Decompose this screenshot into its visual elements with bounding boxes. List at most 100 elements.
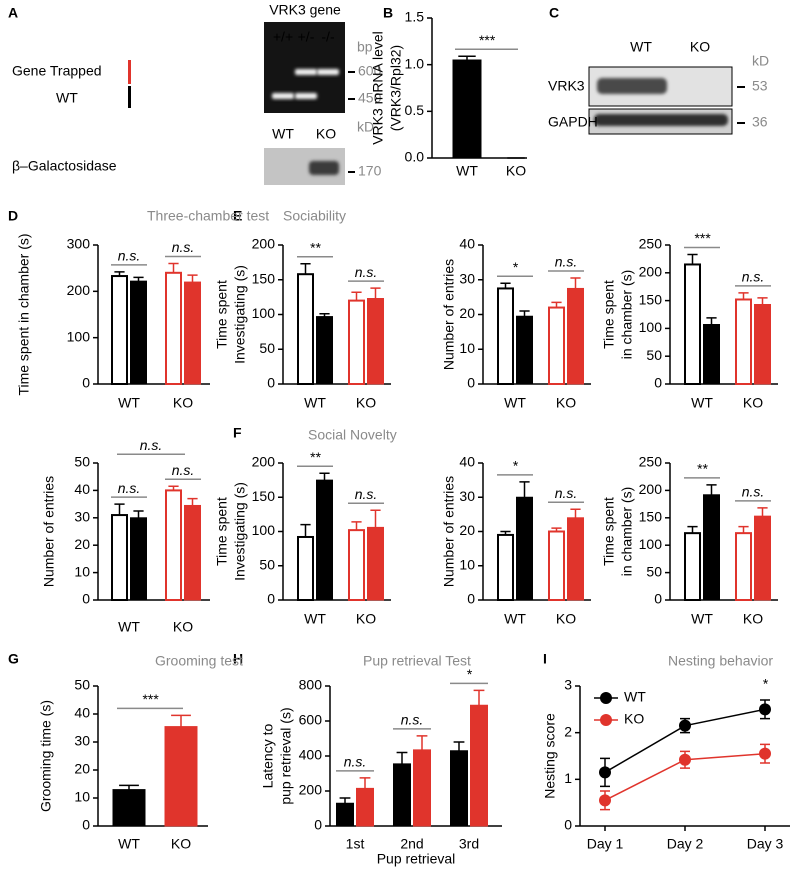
y-axis-label: VRK3 mRNA level bbox=[370, 31, 386, 145]
y-tick-label: 200 bbox=[639, 481, 663, 497]
y-axis-label: in chamber (s) bbox=[619, 270, 635, 359]
panel-title: Three-chamber test bbox=[147, 208, 269, 224]
x-tick-label: 1st bbox=[346, 836, 365, 852]
y-tick-label: 2 bbox=[564, 723, 572, 739]
y-axis-label: Grooming time (s) bbox=[38, 700, 54, 812]
significance-label: * bbox=[762, 676, 768, 692]
y-axis-label: Time spent in chamber (s) bbox=[16, 233, 32, 395]
y-axis-label: Time spent bbox=[601, 497, 617, 566]
bar bbox=[548, 530, 565, 601]
marker bbox=[679, 719, 691, 732]
bar bbox=[184, 281, 201, 385]
error-bar bbox=[300, 523, 311, 537]
x-tick-label: KO bbox=[506, 163, 526, 179]
y-tick-label: 150 bbox=[639, 291, 663, 307]
x-tick-label: WT bbox=[504, 611, 526, 627]
significance-label: n.s. bbox=[172, 239, 195, 255]
x-tick-label: WT bbox=[118, 619, 140, 635]
marker bbox=[759, 747, 771, 760]
gel-band bbox=[295, 93, 317, 99]
y-tick-label: 100 bbox=[639, 536, 663, 552]
band-label: GAPDH bbox=[548, 114, 598, 130]
x-tick-label: 2nd bbox=[400, 836, 423, 852]
bar bbox=[452, 59, 482, 159]
bar bbox=[735, 532, 752, 601]
y-tick-label: 250 bbox=[639, 236, 663, 252]
y-axis-label: Time spent bbox=[214, 280, 230, 349]
error-bar bbox=[453, 741, 465, 751]
bar bbox=[735, 298, 752, 386]
band-marker bbox=[128, 86, 131, 108]
x-tick-label: WT bbox=[304, 395, 326, 411]
y-axis-label: Time spent bbox=[214, 497, 230, 566]
gel-band bbox=[272, 93, 294, 99]
error-bar bbox=[370, 509, 381, 528]
bar bbox=[497, 287, 514, 385]
bar bbox=[111, 275, 128, 385]
significance-label: *** bbox=[478, 32, 495, 48]
x-tick-label: WT bbox=[504, 395, 526, 411]
marker bbox=[679, 753, 691, 766]
error-bar bbox=[133, 510, 144, 518]
y-tick-label: 10 bbox=[74, 789, 90, 805]
panel-label: I bbox=[543, 651, 547, 667]
size-unit: kD bbox=[752, 53, 769, 69]
bar bbox=[548, 306, 565, 385]
y-tick-label: 0 bbox=[267, 591, 275, 607]
x-tick-label: Day 1 bbox=[587, 836, 624, 852]
x-tick-label: KO bbox=[173, 395, 193, 411]
panel-label: G bbox=[8, 651, 19, 667]
error-bar bbox=[351, 521, 362, 531]
y-tick-label: 20 bbox=[74, 536, 90, 552]
x-tick-label: KO bbox=[556, 395, 576, 411]
y-tick-label: 150 bbox=[639, 509, 663, 525]
error-bar bbox=[519, 481, 530, 498]
y-tick-label: 250 bbox=[639, 454, 663, 470]
significance-label: *** bbox=[142, 691, 159, 707]
x-tick-label: Day 2 bbox=[667, 836, 704, 852]
marker bbox=[599, 794, 611, 807]
y-tick-label: 150 bbox=[252, 270, 276, 286]
y-tick-label: 0 bbox=[82, 817, 90, 833]
error-bar bbox=[319, 313, 330, 317]
y-tick-label: 0 bbox=[467, 375, 475, 391]
blot-band bbox=[594, 114, 728, 126]
significance-label: * bbox=[512, 458, 518, 474]
significance-label: n.s. bbox=[355, 264, 378, 280]
bar bbox=[165, 271, 182, 385]
significance-label: n.s. bbox=[555, 254, 578, 270]
error-bar bbox=[757, 507, 768, 517]
bar bbox=[516, 315, 533, 385]
y-tick-label: 600 bbox=[299, 712, 323, 728]
gel-band bbox=[317, 69, 339, 75]
x-tick-label: KO bbox=[356, 611, 376, 627]
gel-a-image bbox=[264, 22, 345, 185]
band-label: Gene Trapped bbox=[12, 63, 102, 79]
error-bar bbox=[114, 271, 125, 277]
error-bar bbox=[114, 503, 125, 516]
panel-label: A bbox=[8, 5, 18, 21]
bar bbox=[450, 750, 468, 827]
y-tick-label: 200 bbox=[252, 236, 276, 252]
band-size: 450 bbox=[358, 90, 382, 106]
significance-label: n.s. bbox=[172, 462, 195, 478]
lane-label: +/+ bbox=[273, 29, 293, 45]
y-tick-label: 50 bbox=[74, 677, 90, 693]
x-tick-label: KO bbox=[743, 395, 763, 411]
bar bbox=[703, 494, 720, 601]
y-axis-label: in chamber (s) bbox=[619, 487, 635, 576]
significance-label: n.s. bbox=[355, 486, 378, 502]
bar bbox=[754, 303, 771, 385]
panel-label: B bbox=[383, 5, 393, 21]
x-tick-label: KO bbox=[173, 619, 193, 635]
lane-label: KO bbox=[316, 126, 336, 142]
error-bar bbox=[370, 287, 381, 299]
panel-label: E bbox=[233, 208, 242, 224]
significance-label: n.s. bbox=[742, 269, 765, 285]
y-tick-label: 0 bbox=[82, 375, 90, 391]
y-tick-label: 50 bbox=[646, 347, 662, 363]
legend-label: KO bbox=[624, 711, 644, 727]
panel-title: Pup retrieval Test bbox=[363, 653, 471, 669]
error-bar bbox=[187, 497, 198, 506]
